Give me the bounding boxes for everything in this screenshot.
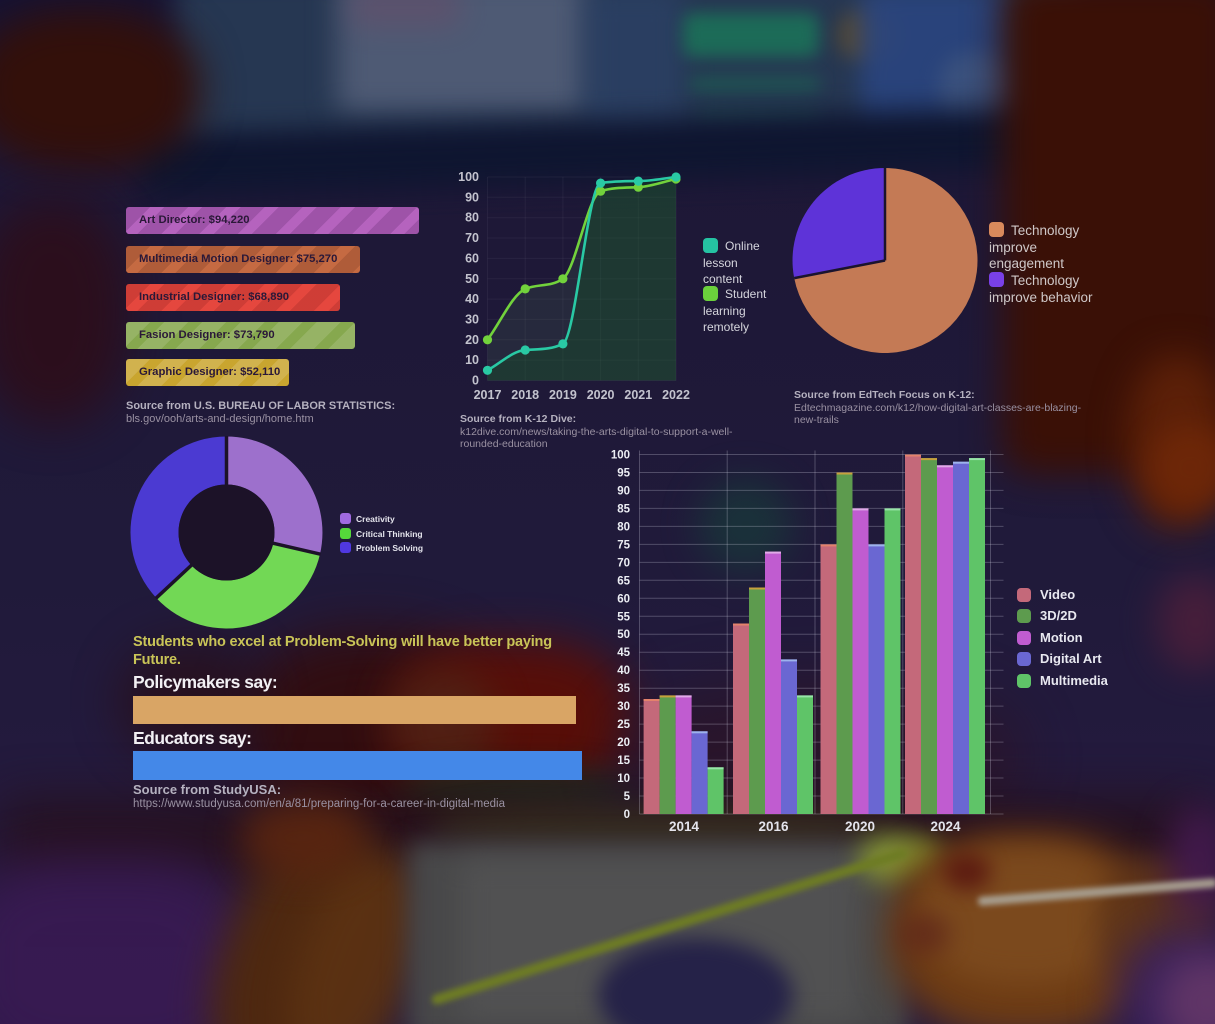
svg-text:60: 60: [465, 251, 479, 265]
svg-text:25: 25: [617, 719, 630, 731]
svg-text:45: 45: [617, 647, 630, 659]
svg-text:10: 10: [465, 353, 479, 367]
svg-text:2022: 2022: [662, 388, 690, 402]
svg-text:2019: 2019: [549, 388, 577, 402]
svg-text:20: 20: [465, 333, 479, 347]
svg-text:70: 70: [617, 557, 630, 569]
svg-text:2020: 2020: [587, 388, 615, 402]
svg-text:95: 95: [617, 468, 630, 480]
svg-text:100: 100: [458, 170, 479, 184]
svg-text:2024: 2024: [930, 819, 961, 834]
svg-text:15: 15: [617, 755, 630, 767]
svg-text:5: 5: [624, 791, 631, 803]
svg-text:75: 75: [617, 539, 630, 551]
svg-text:50: 50: [465, 272, 479, 286]
svg-text:20: 20: [617, 737, 630, 749]
svg-text:2014: 2014: [669, 819, 700, 834]
svg-text:90: 90: [465, 190, 479, 204]
svg-text:0: 0: [624, 809, 630, 821]
svg-text:2020: 2020: [845, 819, 875, 834]
svg-text:65: 65: [617, 575, 630, 587]
svg-text:30: 30: [465, 312, 479, 326]
svg-text:55: 55: [617, 611, 630, 623]
svg-text:2017: 2017: [474, 388, 502, 402]
svg-text:2016: 2016: [758, 819, 789, 834]
svg-text:2021: 2021: [624, 388, 652, 402]
svg-text:0: 0: [472, 374, 479, 388]
svg-text:90: 90: [617, 485, 630, 497]
svg-text:35: 35: [617, 683, 630, 695]
svg-text:50: 50: [617, 629, 630, 641]
svg-text:40: 40: [465, 292, 479, 306]
svg-text:80: 80: [617, 521, 630, 533]
svg-text:2018: 2018: [511, 388, 539, 402]
svg-text:60: 60: [617, 593, 630, 605]
svg-text:30: 30: [617, 701, 630, 713]
svg-text:40: 40: [617, 665, 630, 677]
svg-text:80: 80: [465, 211, 479, 225]
svg-text:10: 10: [617, 773, 630, 785]
svg-text:85: 85: [617, 503, 630, 515]
svg-text:70: 70: [465, 231, 479, 245]
svg-text:100: 100: [611, 450, 630, 462]
